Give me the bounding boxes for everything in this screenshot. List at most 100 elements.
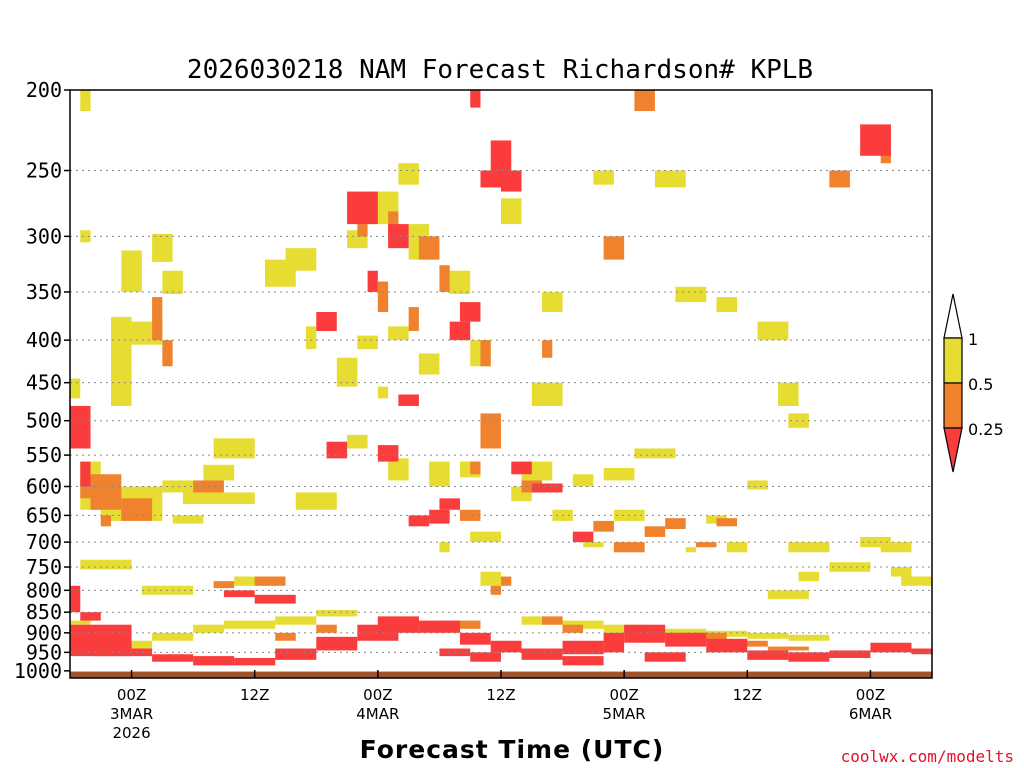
cell-red xyxy=(860,124,891,156)
cell-yellow xyxy=(285,248,317,271)
y-tick-label: 200 xyxy=(26,78,62,102)
y-tick-label: 350 xyxy=(26,280,62,304)
y-tick-label: 550 xyxy=(26,443,62,467)
cell-red xyxy=(562,656,604,666)
cell-yellow xyxy=(593,170,614,185)
cell-red xyxy=(254,594,296,604)
cell-yellow xyxy=(531,382,563,406)
cell-yellow xyxy=(388,458,409,481)
cell-orange xyxy=(162,340,173,367)
cell-yellow xyxy=(880,542,912,553)
cell-yellow xyxy=(80,230,91,243)
cell-red xyxy=(80,612,101,621)
colorbar-bottom-arrow xyxy=(943,427,963,473)
cell-red xyxy=(624,624,666,643)
cell-yellow xyxy=(306,326,317,350)
cell-yellow xyxy=(80,90,91,112)
colorbar-label: 0.5 xyxy=(968,375,993,394)
cell-orange xyxy=(501,576,512,586)
x-tick-label: 12Z xyxy=(733,686,762,704)
cell-red xyxy=(90,644,132,657)
cell-red xyxy=(829,650,871,658)
cell-yellow xyxy=(470,531,501,543)
cell-yellow xyxy=(172,515,204,524)
cell-orange xyxy=(316,624,337,633)
cell-red xyxy=(501,170,522,192)
y-tick-label: 600 xyxy=(26,474,62,498)
cell-yellow xyxy=(829,562,871,572)
cell-orange xyxy=(480,340,491,367)
cell-yellow xyxy=(275,616,317,625)
cell-red xyxy=(459,632,491,645)
cell-red xyxy=(429,509,450,524)
cell-yellow xyxy=(890,567,912,577)
cell-red xyxy=(377,616,419,633)
cell-yellow xyxy=(193,624,224,633)
cell-red xyxy=(870,642,912,653)
colorbar-label: 1 xyxy=(968,330,978,349)
cell-yellow xyxy=(152,233,173,262)
x-tick-label: 2026 xyxy=(112,724,150,742)
cell-red xyxy=(459,302,481,322)
cell-yellow xyxy=(685,547,696,553)
cell-yellow xyxy=(347,434,368,449)
credit-link[interactable]: coolwx.com/modelts xyxy=(841,747,1014,766)
colorbar-bin-orange xyxy=(943,382,963,429)
cell-red xyxy=(388,224,409,249)
x-axis-title: Forecast Time (UTC) xyxy=(360,735,665,764)
y-tick-label: 1000 xyxy=(14,659,62,683)
colorbar-label: 0.25 xyxy=(968,420,1004,439)
y-tick-label: 500 xyxy=(26,409,62,433)
cell-red xyxy=(70,585,81,613)
cell-red xyxy=(511,461,532,475)
heatmap-cells xyxy=(70,90,932,666)
x-tick-label: 3MAR xyxy=(110,705,153,723)
cell-red xyxy=(152,654,194,662)
cell-orange xyxy=(829,170,850,188)
y-tick-label: 850 xyxy=(26,600,62,624)
cell-orange xyxy=(408,307,419,332)
cell-orange xyxy=(480,413,501,449)
cell-yellow xyxy=(634,448,676,459)
y-tick-label: 250 xyxy=(26,159,62,183)
cell-red xyxy=(788,652,830,662)
cell-yellow xyxy=(716,297,738,313)
cell-yellow xyxy=(654,170,686,188)
cell-red xyxy=(490,640,522,653)
cell-yellow xyxy=(603,467,635,481)
cell-yellow xyxy=(583,542,604,548)
cell-red xyxy=(531,483,563,493)
cell-yellow xyxy=(121,250,142,292)
x-tick-label: 5MAR xyxy=(603,705,646,723)
cell-yellow xyxy=(747,632,789,639)
cell-yellow xyxy=(788,542,830,553)
cell-yellow xyxy=(439,542,450,553)
cell-red xyxy=(223,590,255,598)
cell-orange xyxy=(665,518,686,530)
cell-yellow xyxy=(111,640,153,649)
cell-yellow xyxy=(767,590,809,600)
cell-yellow xyxy=(501,198,522,225)
y-tick-label: 700 xyxy=(26,530,62,554)
cell-orange xyxy=(613,542,645,553)
chart-title: 2026030218 NAM Forecast Richardson# KPLB xyxy=(187,55,813,85)
cell-yellow xyxy=(572,474,594,487)
cell-red xyxy=(665,632,707,647)
cell-red xyxy=(572,531,594,543)
cell-orange xyxy=(716,518,738,527)
cell-yellow xyxy=(70,620,91,625)
cell-orange xyxy=(121,498,153,521)
cell-red xyxy=(644,652,686,662)
cell-orange xyxy=(644,526,666,537)
y-tick-label: 900 xyxy=(26,621,62,645)
y-tick-label: 950 xyxy=(26,640,62,664)
cell-yellow xyxy=(70,378,81,399)
cell-yellow xyxy=(357,335,378,350)
cell-red xyxy=(470,652,501,662)
cell-yellow xyxy=(726,542,748,553)
cell-yellow xyxy=(644,628,707,635)
cell-orange xyxy=(542,340,553,358)
cell-red xyxy=(480,170,501,188)
cell-yellow xyxy=(788,413,809,428)
cell-yellow xyxy=(798,571,820,582)
